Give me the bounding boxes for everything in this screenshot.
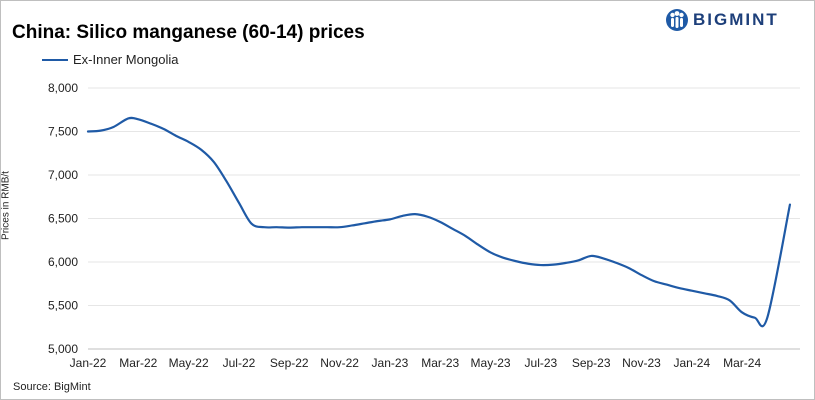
x-tick-label: Nov-22 <box>320 356 359 370</box>
bigmint-logo: BIGMINT <box>665 8 779 32</box>
y-tick-label: 5,500 <box>48 299 78 313</box>
bigmint-logo-icon <box>666 9 688 31</box>
x-tick-label: Mar-24 <box>723 356 761 370</box>
gridlines <box>88 87 800 350</box>
legend-swatch <box>42 58 68 61</box>
y-tick-label: 5,000 <box>48 342 78 356</box>
x-tick-label: Mar-22 <box>119 356 157 370</box>
x-tick-label: Jan-22 <box>70 356 107 370</box>
y-tick-label: 6,000 <box>48 255 78 269</box>
y-tick-label: 6,500 <box>48 212 78 226</box>
y-tick-label: 7,500 <box>48 125 78 139</box>
legend-label: Ex-Inner Mongolia <box>73 52 179 67</box>
x-tick-label: Jan-24 <box>673 356 710 370</box>
bigmint-logo-text: BIGMINT <box>693 10 779 29</box>
y-tick-label: 8,000 <box>48 81 78 95</box>
y-tick-labels: 5,000 5,500 6,000 6,500 7,000 7,500 8,000 <box>48 81 78 356</box>
x-tick-label: Jan-23 <box>372 356 409 370</box>
x-tick-label: May-22 <box>169 356 209 370</box>
x-tick-label: Mar-23 <box>421 356 459 370</box>
legend: Ex-Inner Mongolia <box>42 52 179 67</box>
x-tick-label: Jul-22 <box>223 356 256 370</box>
source-note: Source: BigMint <box>13 381 91 393</box>
x-tick-label: Sep-23 <box>572 356 611 370</box>
x-tick-label: Jul-23 <box>525 356 558 370</box>
x-tick-label: Nov-23 <box>622 356 661 370</box>
series-line-ex-inner-mongolia <box>86 116 792 328</box>
x-tick-label: Sep-22 <box>270 356 309 370</box>
chart-title: China: Silico manganese (60-14) prices <box>12 22 365 43</box>
y-tick-label: 7,000 <box>48 168 78 182</box>
x-tick-labels: Jan-22 Mar-22 May-22 Jul-22 Sep-22 Nov-22 Jan-… <box>70 356 762 370</box>
x-tick-label: May-23 <box>471 356 511 370</box>
